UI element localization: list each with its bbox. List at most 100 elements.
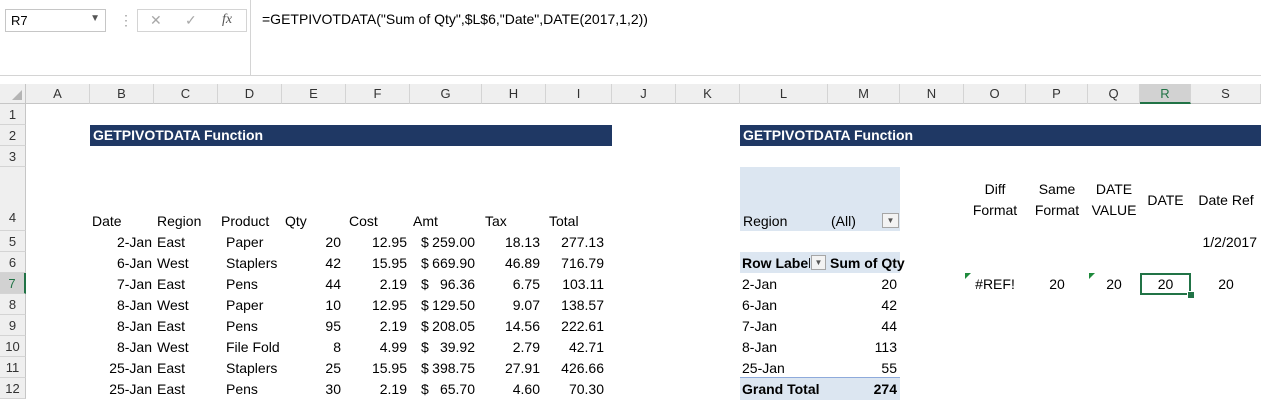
cell-qty[interactable]: 20 — [325, 234, 341, 250]
cell-tax[interactable]: 4.60 — [512, 381, 540, 397]
chevron-down-icon[interactable]: ▼ — [90, 13, 100, 24]
pivot-filter-value[interactable]: (All) — [831, 213, 856, 229]
cell-product[interactable]: File Fold — [226, 339, 280, 355]
cell-qty[interactable]: 25 — [325, 360, 341, 376]
cell-amt-currency[interactable]: $ — [421, 276, 429, 292]
header-diff-format-line2[interactable]: Format — [972, 202, 1018, 218]
header-date[interactable]: Date — [92, 213, 122, 229]
cell-amt[interactable]: 398.75 — [432, 360, 475, 376]
column-header-m[interactable]: M — [828, 84, 900, 104]
header-total[interactable]: Total — [549, 213, 579, 229]
pivot-row-label[interactable]: 25-Jan — [742, 360, 785, 376]
row-header-5[interactable]: 5 — [0, 231, 26, 252]
column-header-k[interactable]: K — [676, 84, 740, 104]
cell-cost[interactable]: 2.19 — [379, 318, 407, 334]
name-box[interactable]: R7 ▼ — [5, 9, 106, 32]
cell-date[interactable]: 7-Jan — [116, 276, 152, 292]
cell-total[interactable]: 138.57 — [561, 297, 604, 313]
pivot-row-value[interactable]: 55 — [881, 360, 897, 376]
row-header-10[interactable]: 10 — [0, 336, 26, 357]
cell-region[interactable]: East — [157, 234, 186, 250]
column-header-j[interactable]: J — [612, 84, 676, 104]
cell-tax[interactable]: 6.75 — [512, 276, 540, 292]
cell-tax[interactable]: 2.79 — [512, 339, 540, 355]
header-same-format-line1[interactable]: Same — [1038, 181, 1076, 197]
row-header-9[interactable]: 9 — [0, 315, 26, 336]
cell-amt-currency[interactable]: $ — [421, 234, 429, 250]
active-cell-selection[interactable] — [1140, 273, 1191, 295]
cell-total[interactable]: 42.71 — [568, 339, 604, 355]
cell-total[interactable]: 716.79 — [561, 255, 604, 271]
select-all-corner[interactable] — [0, 84, 26, 104]
row-header-4[interactable]: 4 — [0, 167, 26, 231]
cell-region[interactable]: West — [157, 339, 189, 355]
cell-product[interactable]: Pens — [226, 318, 258, 334]
cell-date[interactable]: 25-Jan — [109, 381, 152, 397]
header-amt[interactable]: Amt — [413, 213, 438, 229]
insert-function-icon[interactable]: fx — [222, 12, 233, 27]
pivot-grand-total-value[interactable]: 274 — [873, 381, 897, 397]
cell-date[interactable]: 8-Jan — [116, 297, 152, 313]
cell-product[interactable]: Pens — [226, 276, 258, 292]
column-header-h[interactable]: H — [482, 84, 546, 104]
column-header-i[interactable]: I — [546, 84, 612, 104]
cell-amt-currency[interactable]: $ — [421, 318, 429, 334]
result-date[interactable]: 20 — [1157, 276, 1174, 292]
pivot-row-label[interactable]: 7-Jan — [742, 318, 778, 334]
cell-amt-currency[interactable]: $ — [421, 297, 429, 313]
cell-total[interactable]: 222.61 — [561, 318, 604, 334]
header-cost[interactable]: Cost — [349, 213, 378, 229]
pivot-row-label[interactable]: 8-Jan — [742, 339, 778, 355]
result-same-format[interactable]: 20 — [1049, 276, 1065, 292]
cell-product[interactable]: Pens — [226, 381, 258, 397]
cell-total[interactable]: 426.66 — [561, 360, 604, 376]
column-header-d[interactable]: D — [218, 84, 282, 104]
cell-cost[interactable]: 15.95 — [371, 255, 407, 271]
pivot-row-value[interactable]: 113 — [874, 339, 897, 355]
cell-amt-currency[interactable]: $ — [421, 255, 429, 271]
column-header-l[interactable]: L — [740, 84, 828, 104]
cell-amt[interactable]: 669.90 — [432, 255, 475, 271]
row-header-12[interactable]: 12 — [0, 378, 26, 399]
cell-product[interactable]: Paper — [226, 234, 264, 250]
cell-cost[interactable]: 4.99 — [379, 339, 407, 355]
cell-amt[interactable]: 259.00 — [432, 234, 475, 250]
column-header-n[interactable]: N — [900, 84, 964, 104]
column-header-o[interactable]: O — [964, 84, 1026, 104]
pivot-row-labels-header[interactable]: Row Labels — [742, 255, 810, 271]
cell-date[interactable]: 2-Jan — [116, 234, 152, 250]
cell-amt[interactable]: 96.36 — [439, 276, 475, 292]
row-header-11[interactable]: 11 — [0, 357, 26, 378]
cell-qty[interactable]: 8 — [333, 339, 341, 355]
pivot-values-header[interactable]: Sum of Qty — [830, 255, 905, 271]
row-header-2[interactable]: 2 — [0, 125, 26, 146]
result-datevalue[interactable]: 20 — [1106, 276, 1122, 292]
pivot-grand-total-label[interactable]: Grand Total — [742, 381, 820, 397]
column-header-e[interactable]: E — [282, 84, 346, 104]
cell-region[interactable]: West — [157, 255, 189, 271]
cell-amt-currency[interactable]: $ — [421, 360, 429, 376]
cell-amt-currency[interactable]: $ — [421, 381, 429, 397]
drag-handle-icon[interactable]: ⋮ — [119, 12, 133, 28]
column-header-g[interactable]: G — [410, 84, 482, 104]
cell-total[interactable]: 277.13 — [561, 234, 604, 250]
row-header-7[interactable]: 7 — [0, 273, 26, 294]
filter-dropdown-icon[interactable]: ▼ — [882, 213, 899, 228]
cell-qty[interactable]: 44 — [325, 276, 341, 292]
cell-region[interactable]: West — [157, 297, 189, 313]
cell-date[interactable]: 25-Jan — [109, 360, 152, 376]
date-ref-value[interactable]: 1/2/2017 — [1202, 234, 1258, 250]
cell-cost[interactable]: 2.19 — [379, 276, 407, 292]
column-header-f[interactable]: F — [346, 84, 410, 104]
cell-amt[interactable]: 65.70 — [439, 381, 475, 397]
column-header-s[interactable]: S — [1191, 84, 1261, 104]
cell-date[interactable]: 8-Jan — [116, 318, 152, 334]
pivot-row-value[interactable]: 42 — [881, 297, 897, 313]
cell-region[interactable]: East — [157, 381, 186, 397]
header-date-ref[interactable]: Date Ref — [1198, 192, 1254, 208]
header-qty[interactable]: Qty — [285, 213, 307, 229]
row-header-3[interactable]: 3 — [0, 146, 26, 167]
cell-product[interactable]: Paper — [226, 297, 264, 313]
pivot-row-label[interactable]: 6-Jan — [742, 297, 778, 313]
cell-date[interactable]: 8-Jan — [116, 339, 152, 355]
